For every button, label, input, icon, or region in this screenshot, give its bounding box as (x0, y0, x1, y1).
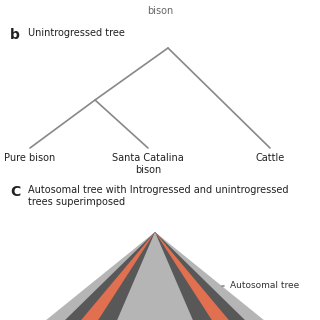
Text: Autosomal tree with Introgressed and unintrogressed
trees superimposed: Autosomal tree with Introgressed and uni… (28, 185, 289, 207)
Text: Pure bison: Pure bison (4, 153, 56, 163)
Text: Unintrogressed tree: Unintrogressed tree (28, 28, 125, 38)
Polygon shape (60, 232, 250, 320)
Polygon shape (77, 232, 233, 320)
Text: Santa Catalina
bison: Santa Catalina bison (112, 153, 184, 175)
Text: C: C (10, 185, 20, 199)
Text: bison: bison (147, 6, 173, 16)
Polygon shape (40, 232, 270, 320)
Text: Autosomal tree: Autosomal tree (222, 282, 299, 291)
Polygon shape (115, 232, 195, 320)
Text: Cattle: Cattle (255, 153, 284, 163)
Polygon shape (95, 232, 215, 320)
Text: b: b (10, 28, 20, 42)
